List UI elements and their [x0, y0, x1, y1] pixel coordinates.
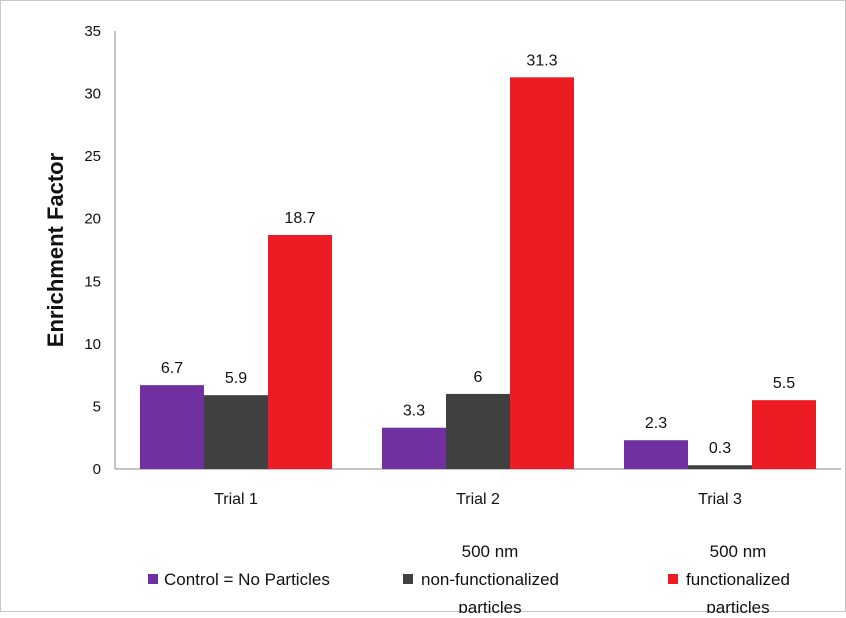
data-label: 5.5	[773, 375, 795, 392]
bar	[382, 427, 446, 469]
data-label: 5.9	[225, 370, 247, 387]
y-tick-label: 0	[93, 461, 101, 478]
legend-swatch	[668, 574, 678, 584]
bar	[688, 465, 752, 469]
legend-swatch	[148, 574, 158, 584]
legend-label: Control = No Particles	[164, 570, 330, 589]
data-label: 31.3	[526, 52, 557, 69]
y-tick-label: 25	[84, 148, 101, 165]
data-label: 3.3	[403, 403, 425, 420]
legend-label-line: Control = No Particles	[164, 570, 330, 589]
y-tick-label: 20	[84, 211, 101, 228]
bar	[268, 234, 332, 469]
data-label: 0.3	[709, 440, 731, 457]
legend-label-line: non-functionalized	[421, 570, 559, 589]
bar	[140, 385, 204, 469]
data-label: 6	[474, 369, 483, 386]
bar	[204, 395, 268, 469]
legend-label-line: particles	[706, 598, 769, 613]
x-category-label: Trial 2	[456, 491, 500, 508]
y-tick-label: 10	[84, 336, 101, 353]
legend-label-line: particles	[458, 598, 521, 613]
data-label: 6.7	[161, 360, 183, 377]
legend-label: 500 nm functionalized particles	[686, 542, 790, 613]
bar	[752, 400, 816, 469]
bar	[510, 77, 574, 469]
legend-label-line: 500 nm	[462, 542, 519, 561]
legend-label-line: 500 nm	[710, 542, 767, 561]
data-label: 2.3	[645, 415, 667, 432]
y-tick-label: 30	[84, 86, 101, 103]
x-category-label: Trial 3	[698, 491, 742, 508]
y-tick-label: 35	[84, 23, 101, 40]
y-tick-label: 15	[84, 273, 101, 290]
x-category-label: Trial 1	[214, 491, 258, 508]
bar	[446, 393, 510, 469]
legend-swatch	[403, 574, 413, 584]
data-label: 18.7	[284, 210, 315, 227]
y-tick-label: 5	[93, 398, 101, 415]
bar	[624, 440, 688, 469]
legend-label-line: functionalized	[686, 570, 790, 589]
y-axis-title: Enrichment Factor	[43, 152, 68, 347]
legend-label: 500 nm non-functionalized particles	[421, 542, 559, 613]
